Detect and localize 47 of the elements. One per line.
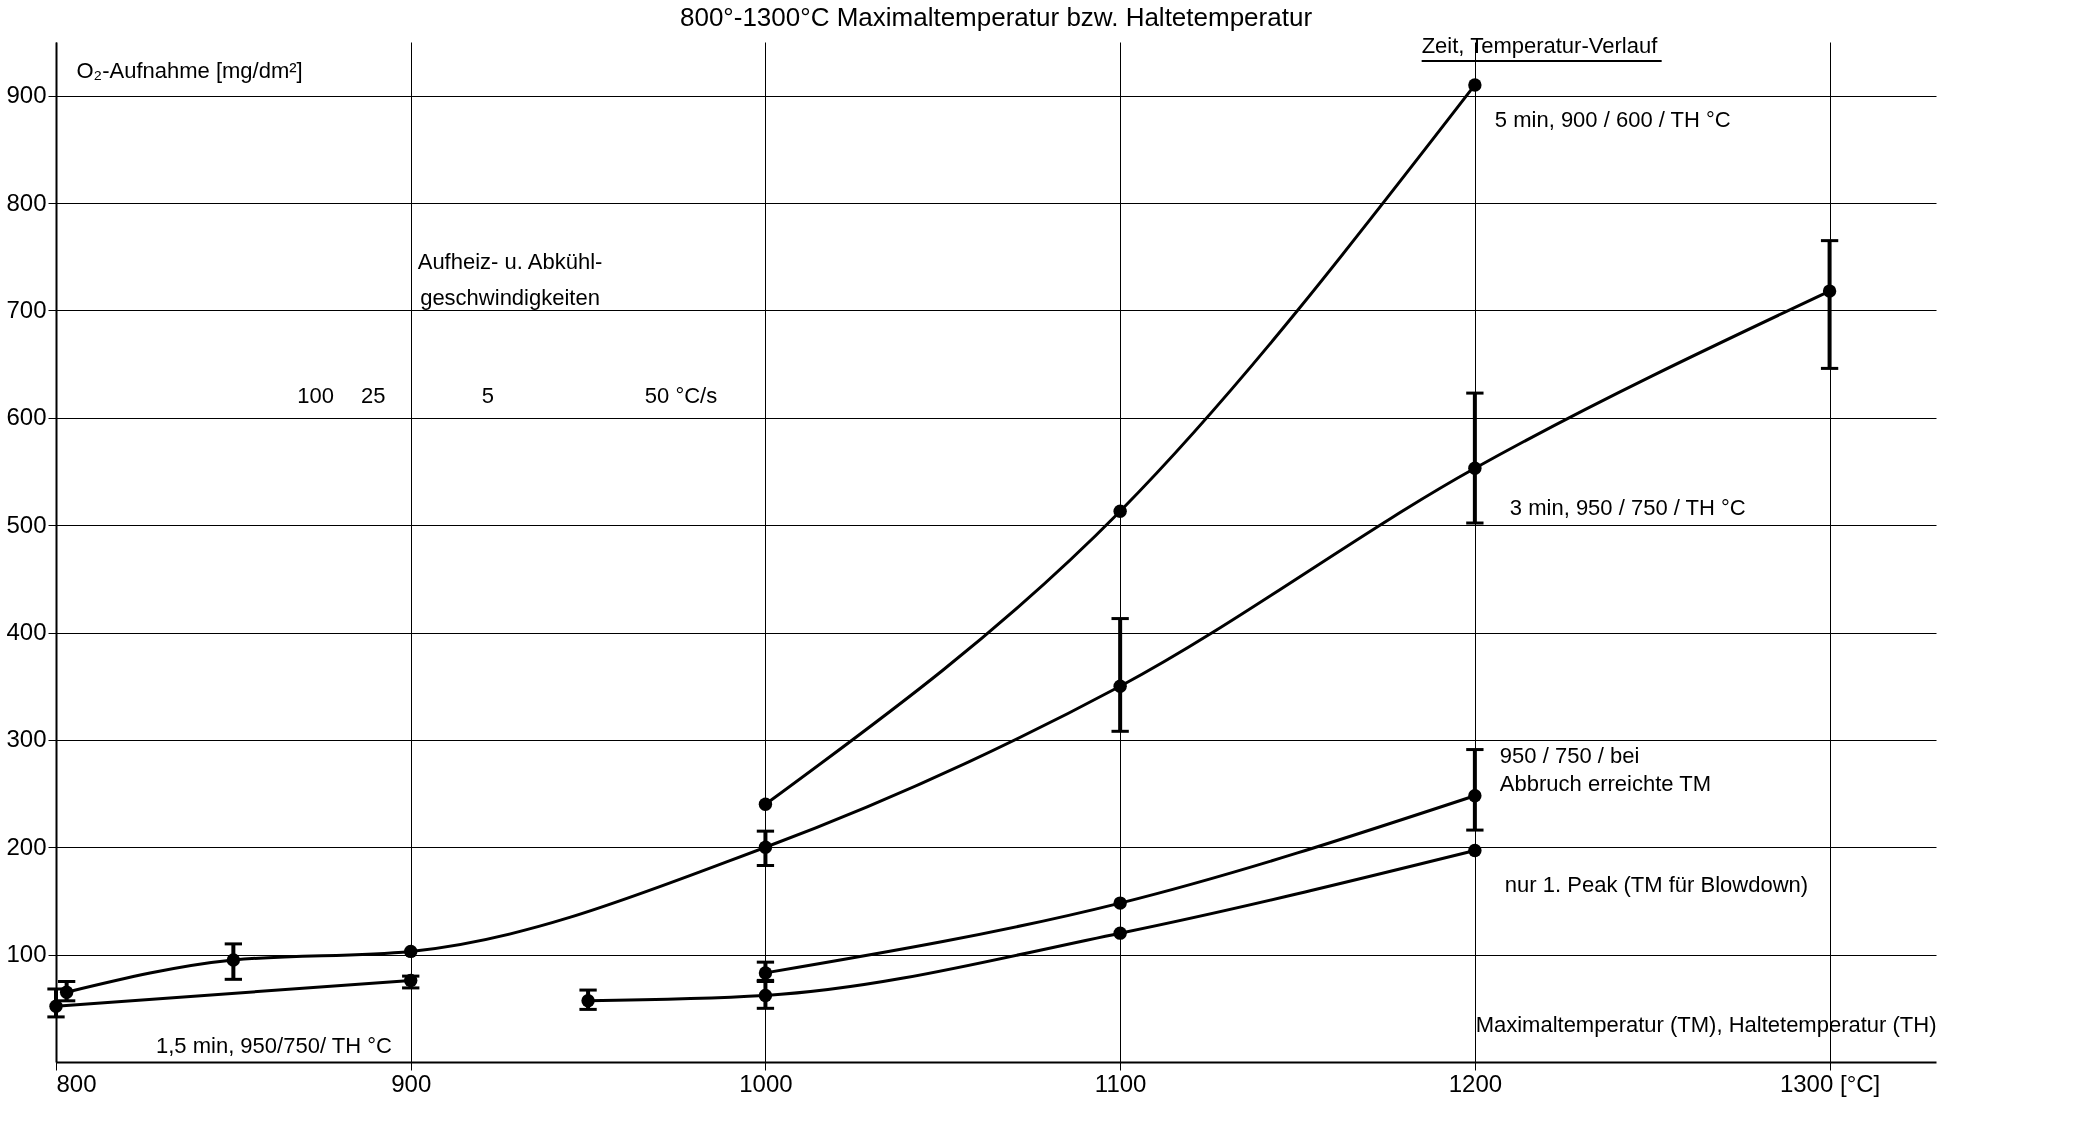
point [1113, 679, 1127, 693]
series-label: 5 min, 900 / 600 / TH °C [1494, 106, 1731, 132]
y-tick-label: 100 [6, 940, 47, 968]
y-axis-title: O₂-Aufnahme [mg/dm²] [76, 57, 303, 83]
y-tick-label: 900 [6, 81, 47, 109]
x-tick-label: 1300 [°C] [1779, 1069, 1881, 1097]
y-tick-label: 500 [6, 510, 47, 538]
point [1468, 789, 1482, 803]
legend-title: Zeit, Temperatur-Verlauf [1421, 33, 1659, 59]
x-tick-label: 1000 [739, 1069, 793, 1097]
series-label: 3 min, 950 / 750 / TH °C [1509, 495, 1746, 521]
annotation: 5 [481, 383, 494, 409]
point [758, 988, 773, 1003]
series-label: 950 / 750 / bei Abbruch erreichte TM [1499, 742, 1712, 796]
y-tick-label: 400 [6, 618, 47, 646]
y-tick-label: 800 [6, 188, 47, 216]
x-tick-label: 1100 [1094, 1069, 1147, 1097]
annotation: 100 [297, 383, 334, 409]
point [1113, 504, 1127, 518]
point [49, 999, 63, 1013]
annotation: 50 °C/s [644, 383, 718, 409]
point [59, 985, 74, 999]
point [758, 966, 773, 980]
y-tick-label: 300 [6, 725, 47, 753]
annotation: geschwindigkeiten [420, 284, 600, 310]
x-tick-label: 800 [56, 1069, 97, 1097]
point [226, 953, 241, 967]
y-tick-label: 200 [6, 832, 47, 860]
x-tick-label: 900 [391, 1069, 432, 1097]
point [1822, 284, 1837, 298]
point [1468, 461, 1482, 475]
series-label: 1,5 min, 950/750/ TH °C [156, 1033, 392, 1059]
point [1113, 926, 1127, 940]
chart-title: 800°-1300°C Maximaltemperatur bzw. Haltetemperatur [679, 2, 1313, 33]
point [1468, 843, 1482, 858]
annotation: 25 [361, 383, 386, 409]
point [581, 994, 595, 1008]
point [758, 840, 773, 854]
point [758, 797, 773, 812]
x-tick-label: 1200 [1448, 1069, 1503, 1097]
point [1468, 78, 1482, 92]
y-tick-label: 700 [6, 295, 47, 323]
y-tick-label: 600 [6, 403, 47, 431]
series-label: nur 1. Peak (TM für Blowdown) [1504, 872, 1809, 898]
annotation: Aufheiz- u. Abkühl- [417, 249, 603, 275]
point [404, 944, 418, 959]
point [1113, 896, 1127, 910]
